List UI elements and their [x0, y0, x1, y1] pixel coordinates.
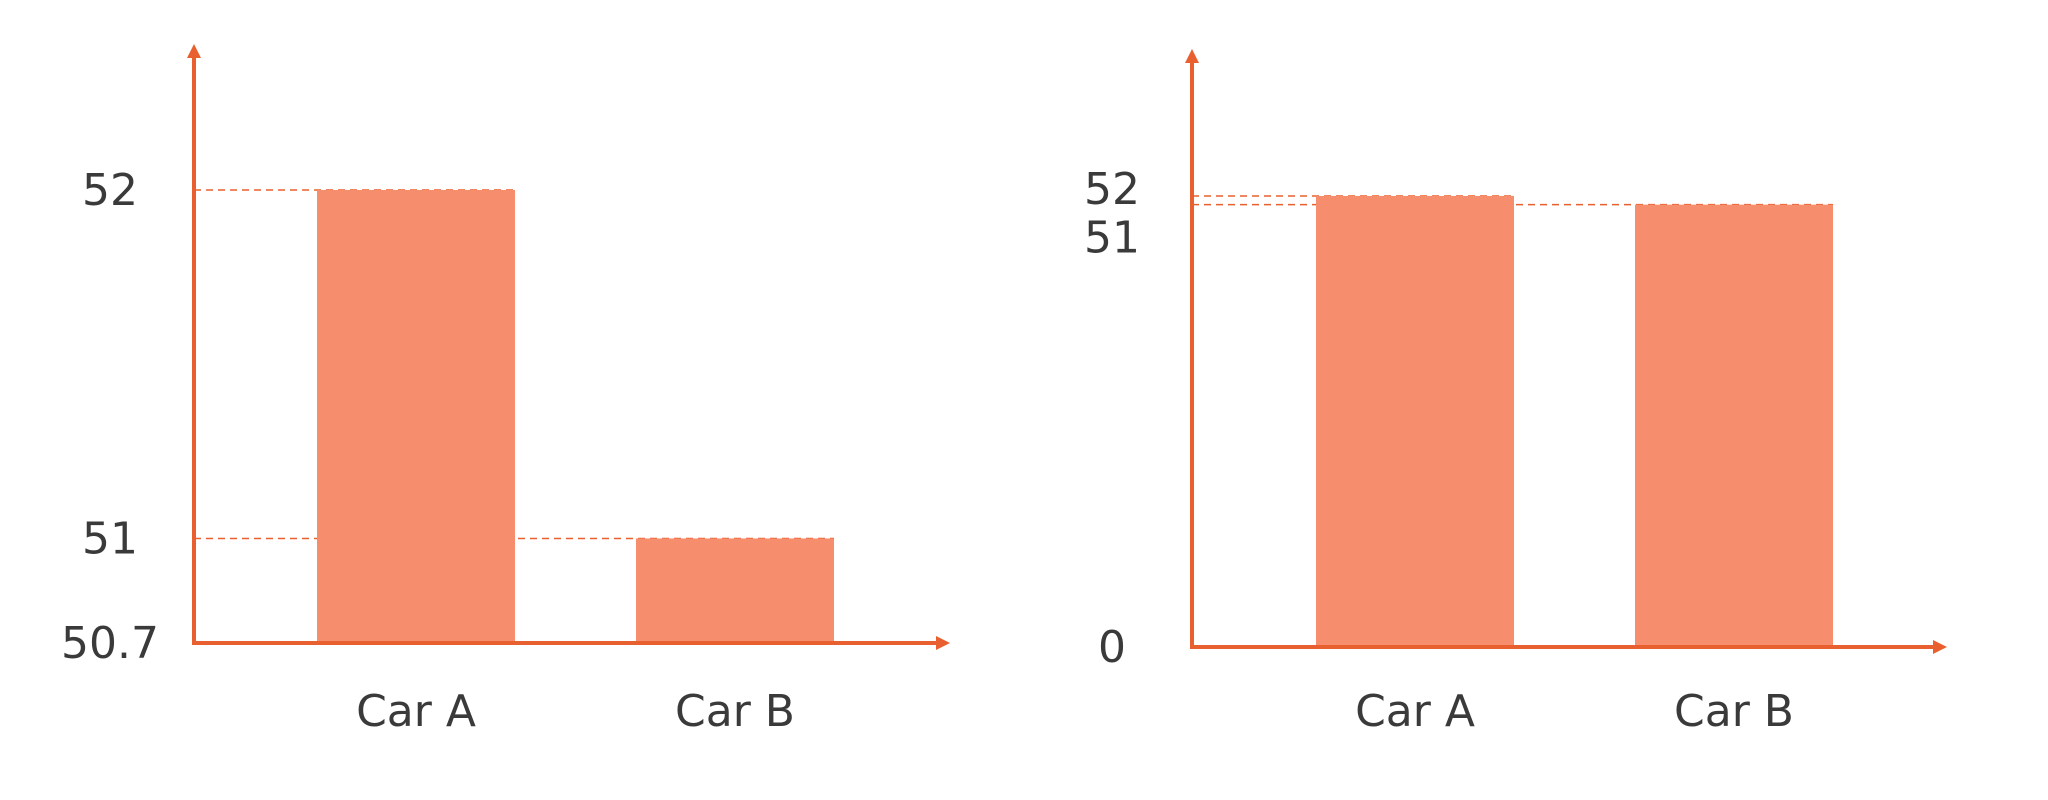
chart-left: 50.7 51 52 Car A Car B: [61, 44, 950, 737]
y-tick-label: 52: [1084, 164, 1140, 215]
x-axis-arrow-icon: [1933, 640, 1947, 654]
y-tick-label: 0: [1098, 622, 1126, 673]
y-axis-arrow-icon: [187, 44, 201, 58]
y-tick-label: 50.7: [61, 618, 159, 669]
x-category-label: Car A: [1355, 686, 1475, 737]
x-axis-arrow-icon: [936, 636, 950, 650]
bar-car-b: [1635, 204, 1833, 647]
x-category-label: Car A: [356, 686, 476, 737]
y-axis-arrow-icon: [1185, 49, 1199, 63]
bar-car-b: [636, 538, 834, 643]
y-tick-label: 51: [1084, 213, 1140, 264]
bar-car-a: [1316, 196, 1514, 647]
y-tick-label: 51: [82, 513, 138, 564]
bar-car-a: [317, 190, 515, 643]
y-tick-label: 52: [82, 165, 138, 216]
x-category-label: Car B: [1674, 686, 1794, 737]
x-category-label: Car B: [675, 686, 795, 737]
